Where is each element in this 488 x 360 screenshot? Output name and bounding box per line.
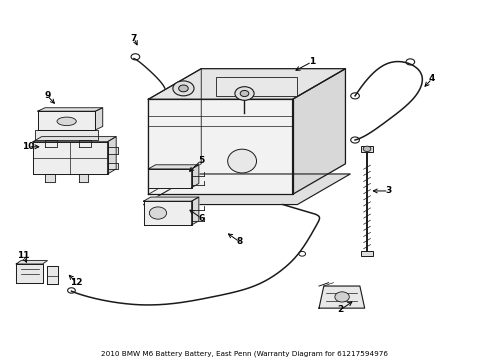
Polygon shape bbox=[143, 201, 191, 225]
Polygon shape bbox=[191, 165, 199, 188]
Polygon shape bbox=[38, 111, 95, 130]
FancyBboxPatch shape bbox=[361, 146, 372, 152]
Polygon shape bbox=[148, 165, 199, 169]
Text: 5: 5 bbox=[198, 156, 204, 165]
Polygon shape bbox=[38, 108, 102, 111]
Circle shape bbox=[363, 146, 370, 152]
Circle shape bbox=[240, 90, 248, 96]
Polygon shape bbox=[16, 264, 42, 283]
Polygon shape bbox=[16, 261, 47, 264]
Polygon shape bbox=[45, 174, 55, 183]
Polygon shape bbox=[35, 130, 98, 140]
Polygon shape bbox=[107, 148, 118, 154]
Polygon shape bbox=[292, 69, 345, 194]
Polygon shape bbox=[47, 266, 58, 284]
Text: 9: 9 bbox=[44, 91, 51, 100]
Circle shape bbox=[149, 207, 166, 219]
Text: 8: 8 bbox=[236, 237, 243, 246]
Text: 7: 7 bbox=[130, 33, 137, 42]
Polygon shape bbox=[191, 197, 199, 225]
Polygon shape bbox=[148, 69, 345, 99]
Circle shape bbox=[234, 87, 254, 100]
Polygon shape bbox=[107, 163, 118, 169]
Polygon shape bbox=[318, 286, 364, 308]
Text: 10: 10 bbox=[22, 142, 34, 151]
Polygon shape bbox=[143, 197, 199, 201]
Polygon shape bbox=[45, 140, 57, 147]
Polygon shape bbox=[79, 174, 88, 183]
Ellipse shape bbox=[57, 117, 76, 126]
Text: 2: 2 bbox=[337, 305, 343, 314]
Ellipse shape bbox=[227, 149, 256, 173]
Text: 11: 11 bbox=[17, 251, 30, 260]
Circle shape bbox=[178, 85, 188, 92]
Text: 6: 6 bbox=[198, 213, 204, 222]
Polygon shape bbox=[143, 174, 349, 204]
Polygon shape bbox=[33, 142, 107, 174]
Polygon shape bbox=[33, 136, 116, 142]
Polygon shape bbox=[148, 69, 201, 194]
Text: 4: 4 bbox=[428, 75, 434, 84]
FancyBboxPatch shape bbox=[215, 77, 297, 96]
Text: 1: 1 bbox=[308, 57, 314, 66]
Polygon shape bbox=[107, 136, 116, 174]
Text: 12: 12 bbox=[70, 278, 82, 287]
Polygon shape bbox=[95, 108, 102, 130]
Polygon shape bbox=[79, 140, 90, 147]
Circle shape bbox=[334, 292, 348, 302]
Circle shape bbox=[173, 81, 194, 96]
Polygon shape bbox=[148, 99, 292, 194]
Polygon shape bbox=[148, 169, 191, 188]
Text: 3: 3 bbox=[385, 186, 391, 195]
Text: 2010 BMW M6 Battery Battery, East Penn (Warranty Diagram for 61217594976: 2010 BMW M6 Battery Battery, East Penn (… bbox=[101, 351, 387, 357]
FancyBboxPatch shape bbox=[361, 251, 372, 256]
